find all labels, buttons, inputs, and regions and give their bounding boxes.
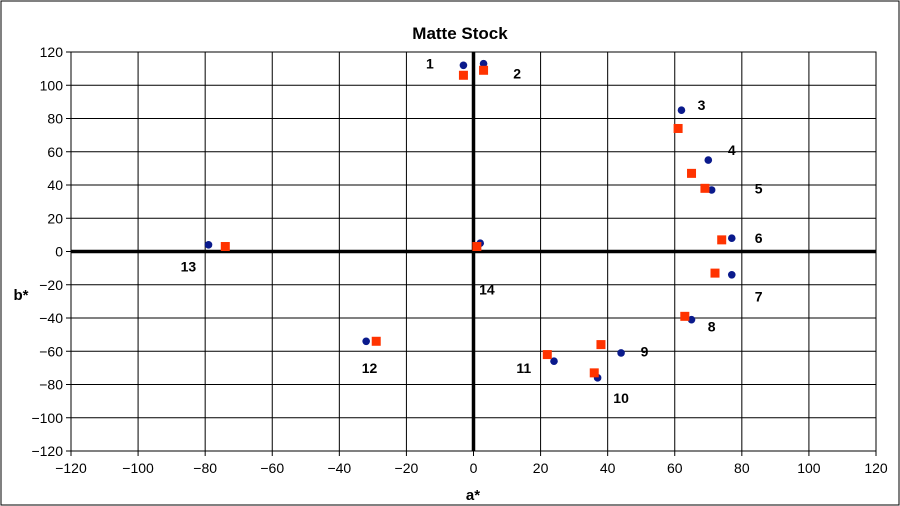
- circle-marker: [362, 337, 370, 346]
- x-tick-label: −20: [395, 460, 419, 476]
- circle-marker: [617, 349, 625, 357]
- chart-title: Matte Stock: [412, 24, 508, 43]
- point-number-label: 10: [613, 390, 629, 406]
- y-tick-label: −80: [39, 377, 63, 393]
- circle-marker: [204, 241, 213, 249]
- point-number-label: 1: [426, 56, 434, 72]
- circle-marker: [687, 315, 696, 324]
- square-marker: [220, 242, 230, 252]
- y-tick-label: 40: [47, 177, 63, 193]
- square-marker: [458, 70, 468, 80]
- y-tick-label: −120: [31, 443, 63, 459]
- point-number-label: 11: [516, 360, 531, 376]
- y-axis-label: b*: [14, 287, 29, 304]
- x-tick-label: 0: [470, 460, 478, 476]
- point-number-label: 5: [755, 180, 763, 196]
- point-number-label: 9: [641, 343, 649, 359]
- point-number-label: 14: [479, 282, 495, 298]
- circle-marker: [550, 357, 558, 366]
- y-tick-label: −40: [39, 310, 63, 326]
- square-marker: [680, 311, 690, 321]
- x-tick-label: −60: [260, 460, 284, 476]
- point-number-label: 8: [708, 318, 716, 334]
- square-marker: [542, 350, 552, 360]
- point-number-label: 13: [181, 258, 197, 274]
- y-tick-label: 0: [55, 244, 63, 260]
- square-marker: [673, 123, 683, 133]
- circle-marker: [707, 186, 716, 194]
- point-number-label: 12: [362, 360, 378, 376]
- x-tick-label: 20: [533, 460, 549, 476]
- point-number-label: 7: [755, 288, 763, 304]
- y-tick-label: 60: [47, 144, 63, 160]
- square-marker: [596, 340, 606, 350]
- circle-marker: [727, 234, 736, 242]
- square-marker: [472, 242, 482, 252]
- square-marker: [479, 65, 489, 75]
- data-points: [204, 59, 736, 382]
- circle-marker: [479, 59, 488, 68]
- y-tick-label: 120: [40, 44, 64, 60]
- square-marker: [371, 336, 381, 346]
- square-marker: [687, 168, 697, 178]
- circle-marker: [704, 156, 713, 164]
- point-number-label: 3: [698, 97, 706, 113]
- axes: [71, 52, 876, 451]
- x-tick-label: 120: [864, 460, 888, 476]
- circle-marker: [459, 61, 468, 70]
- x-tick-label: −120: [55, 460, 87, 476]
- x-tick-label: −40: [327, 460, 351, 476]
- y-tick-label: −100: [31, 410, 63, 426]
- square-marker: [700, 183, 710, 193]
- square-marker: [589, 368, 599, 378]
- square-marker: [710, 268, 720, 278]
- circle-marker: [727, 270, 736, 279]
- point-number-label: 2: [513, 66, 521, 82]
- x-tick-label: −80: [193, 460, 217, 476]
- tick-labels: −120 −100 −80 −60 −40 −20 0 20 40 60 80 100 120−120−…: [31, 44, 887, 476]
- x-tick-label: 80: [734, 460, 750, 476]
- x-tick-label: 40: [600, 460, 616, 476]
- x-axis-label: a*: [466, 487, 480, 504]
- circle-marker: [677, 106, 686, 114]
- y-tick-label: 100: [40, 77, 64, 93]
- y-tick-label: 80: [47, 111, 63, 127]
- x-tick-label: 100: [797, 460, 821, 476]
- square-marker: [717, 235, 727, 245]
- y-tick-label: −20: [39, 277, 63, 293]
- x-tick-label: 60: [667, 460, 683, 476]
- y-tick-label: −60: [39, 343, 63, 359]
- y-tick-label: 20: [47, 210, 63, 226]
- x-tick-label: −100: [122, 460, 154, 476]
- point-number-label: 6: [755, 230, 763, 246]
- point-number-label: 4: [728, 142, 736, 158]
